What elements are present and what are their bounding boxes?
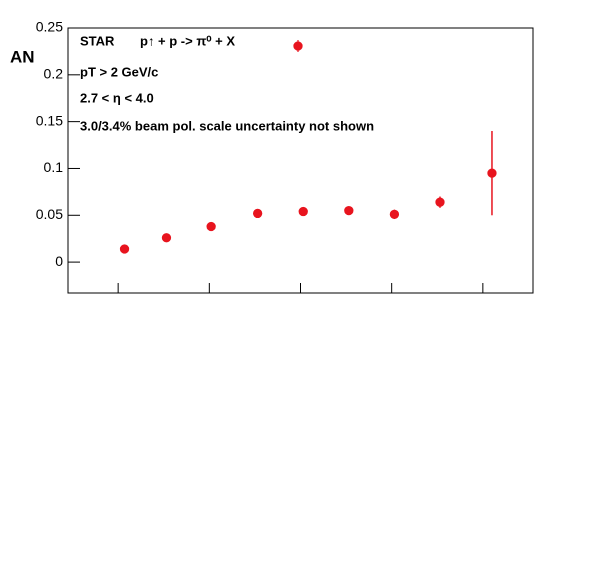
annotation: 2.7 < η < 4.0 xyxy=(80,90,154,105)
annotation: pT > 2 GeV/c xyxy=(80,64,158,79)
y-axis-label: AN xyxy=(10,47,35,66)
data-point xyxy=(344,205,354,216)
data-point xyxy=(389,209,400,219)
y-tick-label: 0.25 xyxy=(36,19,63,35)
data-point xyxy=(252,208,263,219)
data-point xyxy=(298,206,308,217)
y-tick-label: 0.15 xyxy=(36,112,63,128)
annotation: p↑ + p -> π⁰ + X xyxy=(140,33,235,48)
annotation: STAR xyxy=(80,33,115,48)
data-point xyxy=(435,197,445,207)
data-point xyxy=(487,168,497,178)
y-tick-label: 0 xyxy=(55,253,63,269)
y-tick-label: 0.1 xyxy=(44,159,64,175)
y-tick-label: 0.05 xyxy=(36,206,63,222)
legend-marker xyxy=(293,41,303,51)
data-point xyxy=(161,233,172,243)
data-point xyxy=(119,244,130,254)
data-point xyxy=(206,221,216,232)
y-tick-label: 0.2 xyxy=(44,66,64,82)
annotation: 3.0/3.4% beam pol. scale uncertainty not… xyxy=(80,118,374,133)
